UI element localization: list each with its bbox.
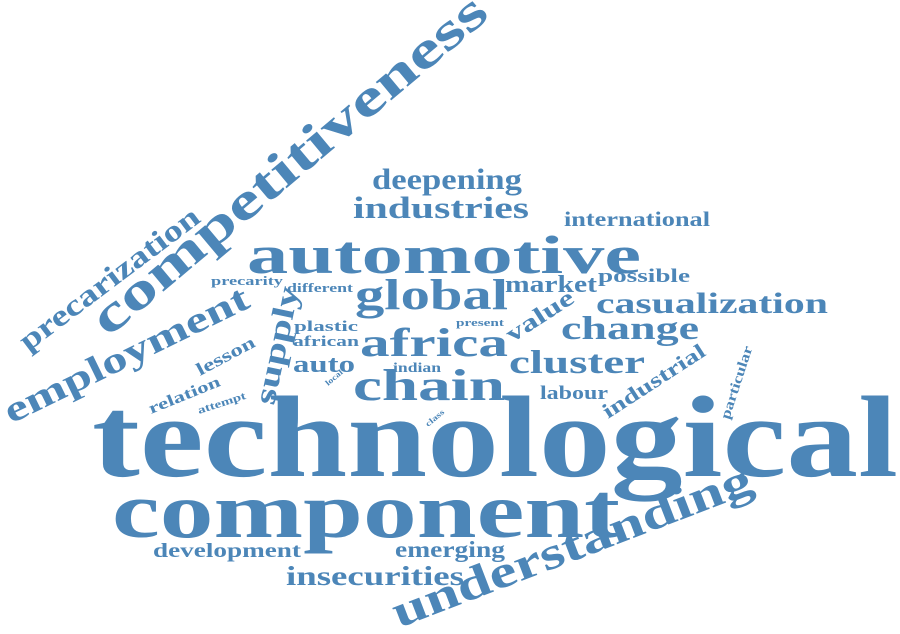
word-change: change xyxy=(561,311,699,347)
word-indian: indian xyxy=(393,361,441,376)
word-component: component xyxy=(112,467,620,554)
word-global: global xyxy=(355,272,508,319)
word-market: market xyxy=(505,272,597,298)
word-labour: labour xyxy=(540,383,609,404)
word-technological: technological xyxy=(92,374,898,502)
word-chain: chain xyxy=(353,361,505,410)
word-cluster: cluster xyxy=(509,345,645,381)
word-different: different xyxy=(287,280,354,295)
word-precarity: precarity xyxy=(211,273,284,288)
word-development: development xyxy=(153,540,301,562)
word-international: international xyxy=(564,207,710,231)
word-emerging: emerging xyxy=(395,537,506,562)
word-deepening: deepening xyxy=(372,163,522,196)
word-plastic: plastic xyxy=(294,319,359,335)
word-possible: possible xyxy=(598,266,690,287)
word-africa: africa xyxy=(360,320,508,365)
word-present: present xyxy=(456,317,504,329)
word-african: african xyxy=(293,334,360,350)
word-industries: industries xyxy=(353,190,529,225)
word-insecurities: insecurities xyxy=(286,561,464,591)
word-automotive: automotive xyxy=(247,225,641,285)
word-casualization: casualization xyxy=(596,287,828,320)
word-auto: auto xyxy=(293,352,355,378)
